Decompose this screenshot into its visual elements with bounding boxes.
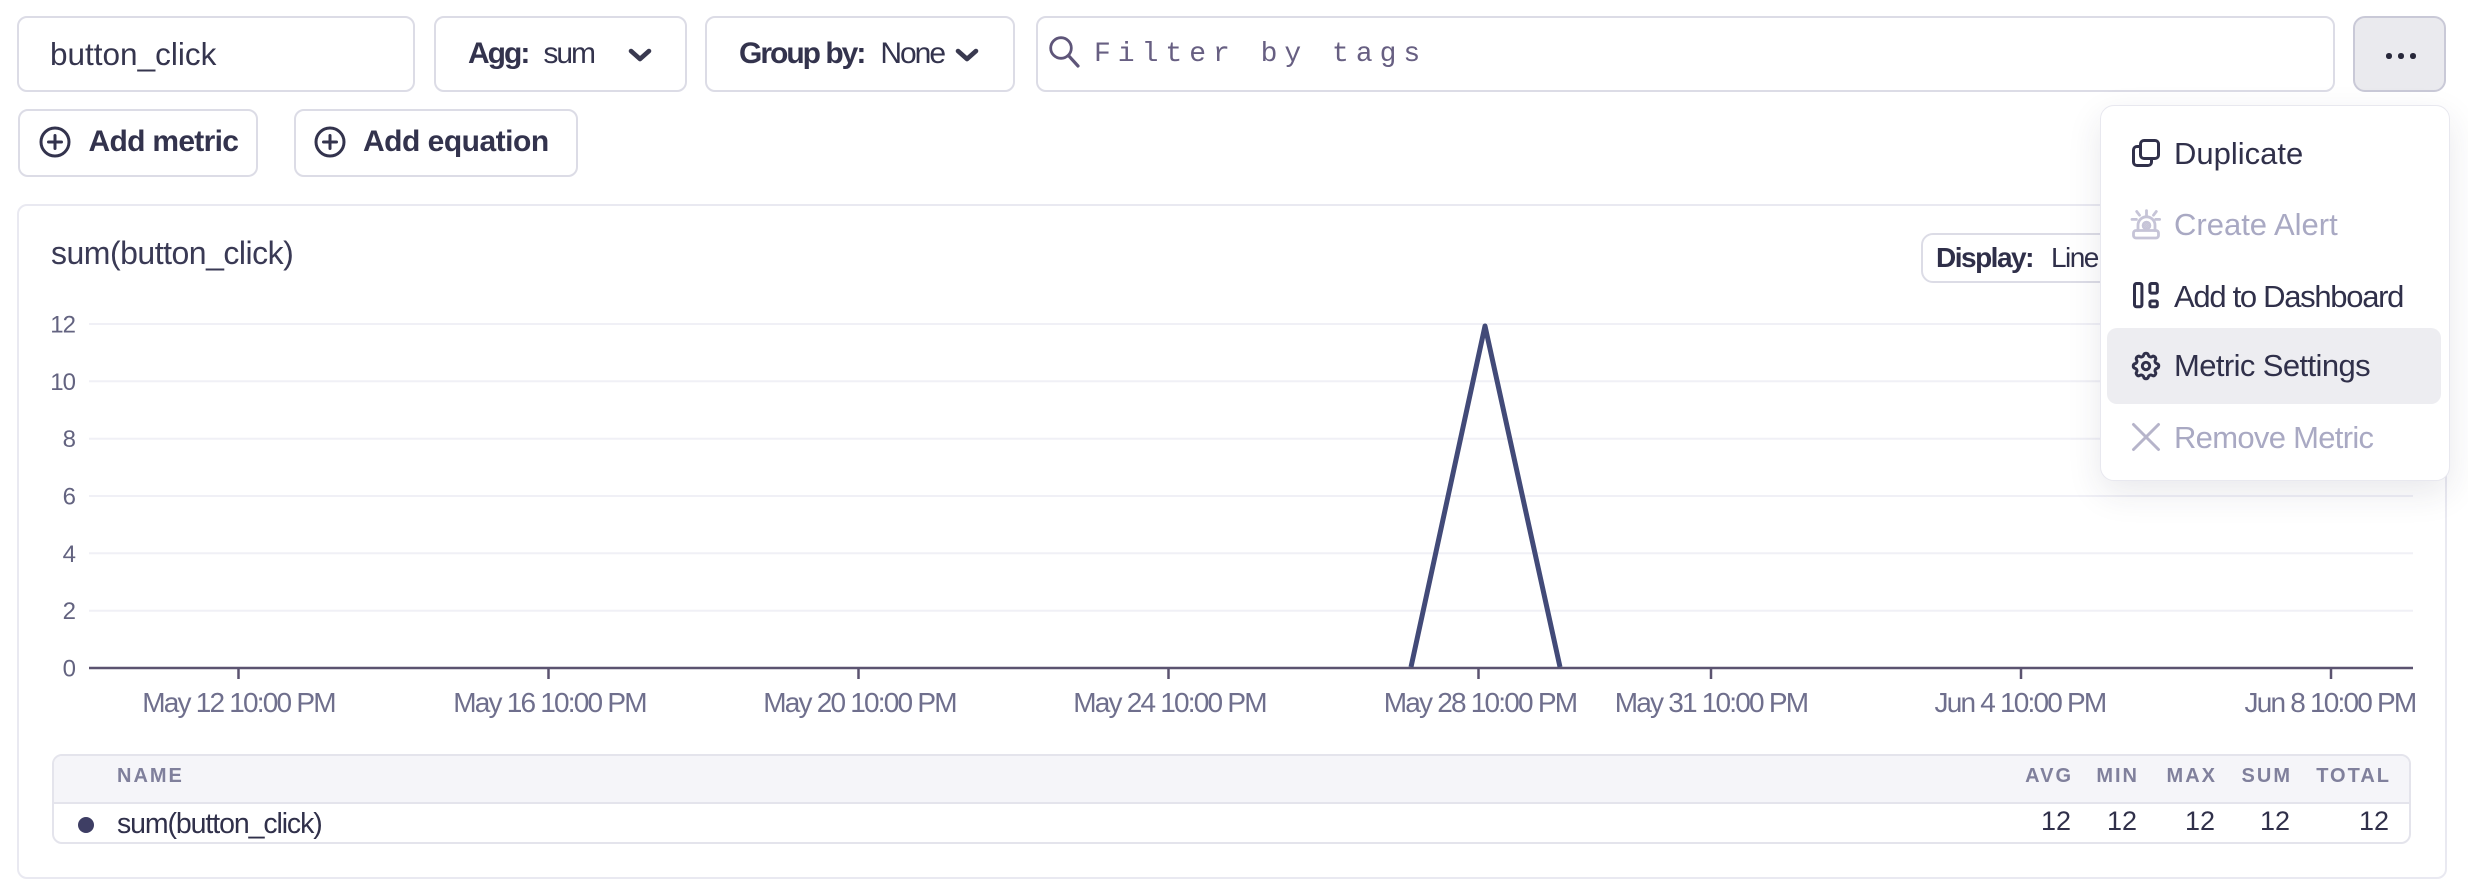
svg-text:May 31 10:00 PM: May 31 10:00 PM — [1615, 687, 1808, 718]
svg-text:0: 0 — [63, 656, 76, 683]
svg-text:Jun 8 10:00 PM: Jun 8 10:00 PM — [2245, 687, 2416, 718]
svg-text:May 28 10:00 PM: May 28 10:00 PM — [1384, 687, 1577, 718]
svg-text:6: 6 — [63, 484, 76, 511]
svg-text:May 20 10:00 PM: May 20 10:00 PM — [763, 687, 956, 718]
svg-text:10: 10 — [50, 369, 75, 396]
svg-text:Jun 4 10:00 PM: Jun 4 10:00 PM — [1935, 687, 2106, 718]
svg-text:4: 4 — [63, 541, 76, 568]
svg-text:8: 8 — [63, 426, 76, 453]
svg-text:May 24 10:00 PM: May 24 10:00 PM — [1073, 687, 1266, 718]
svg-text:May 12 10:00 PM: May 12 10:00 PM — [142, 687, 335, 718]
svg-text:12: 12 — [50, 312, 75, 339]
svg-text:May 16 10:00 PM: May 16 10:00 PM — [453, 687, 646, 718]
svg-text:2: 2 — [63, 598, 76, 625]
